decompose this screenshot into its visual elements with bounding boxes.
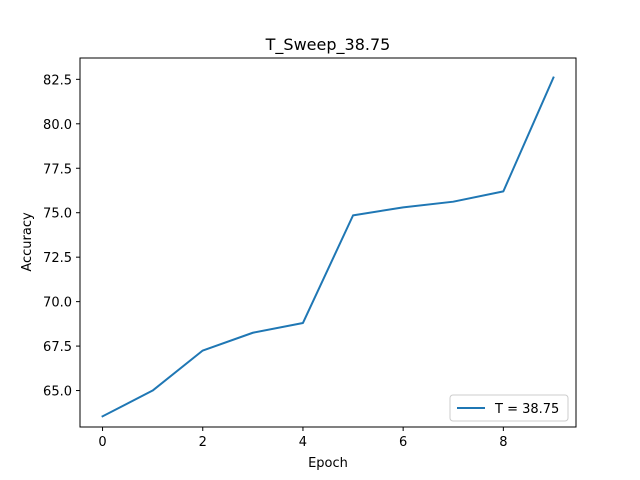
x-axis-label: Epoch bbox=[308, 456, 348, 471]
legend-box bbox=[449, 394, 569, 422]
y-tick-label-2: 70.0 bbox=[43, 296, 72, 311]
y-tick-label-4: 75.0 bbox=[43, 207, 72, 222]
plot-layer: 0 2 4 6 8 65.0 67.5 70.0 72.5 75.0 77.5 80.0 82.5 bbox=[43, 73, 555, 450]
y-tick-label-5: 77.5 bbox=[43, 162, 72, 177]
x-tick-label-3: 6 bbox=[399, 435, 407, 450]
x-tick-label-2: 4 bbox=[299, 435, 307, 450]
chart-title: T_Sweep_38.75 bbox=[265, 35, 391, 55]
legend-label: T = 38.75 bbox=[494, 402, 559, 417]
x-tick-label-0: 0 bbox=[98, 435, 106, 450]
y-tick-label-0: 65.0 bbox=[43, 385, 72, 400]
plot-frame bbox=[79, 57, 577, 428]
y-tick-label-1: 67.5 bbox=[43, 340, 72, 355]
x-tick-label-1: 2 bbox=[199, 435, 207, 450]
y-tick-label-7: 82.5 bbox=[43, 73, 72, 88]
series-line-0 bbox=[101, 76, 555, 418]
y-axis-label: Accuracy bbox=[20, 212, 35, 272]
legend: T = 38.75 bbox=[449, 394, 569, 422]
y-tick-label-6: 80.0 bbox=[43, 118, 72, 133]
x-tick-label-4: 8 bbox=[499, 435, 507, 450]
y-tick-label-3: 72.5 bbox=[43, 251, 72, 266]
